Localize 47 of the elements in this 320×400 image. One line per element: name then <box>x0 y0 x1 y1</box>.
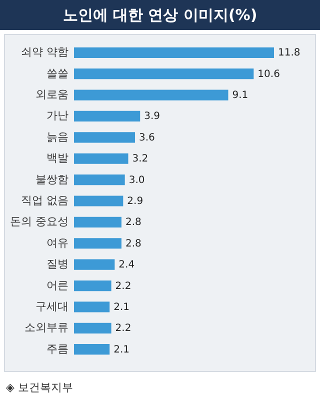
bar <box>74 90 228 100</box>
bar <box>74 174 125 186</box>
y-tick-label: 불쌍함 <box>36 172 68 186</box>
data-label: 3.6 <box>139 132 155 144</box>
bar <box>74 47 274 58</box>
bar <box>74 132 136 143</box>
y-tick-label: 쓸쓸 <box>46 66 68 80</box>
y-tick-label: 직업 없음 <box>21 194 68 207</box>
y-tick-label: 여유 <box>46 236 68 250</box>
data-label: 3.9 <box>144 111 160 122</box>
bar <box>74 196 124 206</box>
y-tick-label: 돈의 중요성 <box>10 215 68 228</box>
bar <box>74 259 115 270</box>
bar <box>74 302 110 312</box>
y-tick-label: 백발 <box>46 152 68 165</box>
y-tick-label: 쇠약 약함 <box>21 46 68 59</box>
data-label: 2.9 <box>127 196 144 207</box>
data-label: 2.8 <box>125 238 142 250</box>
data-label: 2.2 <box>115 323 132 334</box>
bar <box>74 344 110 355</box>
data-label: 3.0 <box>128 174 145 186</box>
bar <box>74 68 254 80</box>
y-tick-label: 주름 <box>46 342 68 356</box>
bar <box>74 153 128 164</box>
y-tick-label: 소외부류 <box>24 321 68 334</box>
data-label: 2.1 <box>114 302 130 313</box>
bar <box>74 322 112 334</box>
bar <box>74 110 140 122</box>
data-label: 2.1 <box>114 344 130 356</box>
bar <box>74 280 112 292</box>
data-label: 10.6 <box>258 68 280 80</box>
data-label: 2.8 <box>125 217 142 228</box>
text: ◈ 보건복지부 <box>5 380 74 396</box>
data-label: 2.4 <box>118 260 135 271</box>
y-tick-label: 구세대 <box>36 300 68 313</box>
y-tick-label: 외로움 <box>36 88 68 102</box>
data-label: 2.2 <box>115 280 132 292</box>
bar <box>74 238 122 249</box>
y-tick-label: 질병 <box>46 258 68 271</box>
data-label: 11.8 <box>278 48 300 59</box>
y-tick-label: 늙음 <box>46 130 68 144</box>
bar <box>74 216 122 228</box>
data-label: 3.2 <box>132 154 148 165</box>
y-tick-label: 가난 <box>46 109 68 122</box>
data-label: 9.1 <box>232 90 248 102</box>
chart-title: 노인에 대한 연상 이미지(%) <box>0 0 320 30</box>
y-tick-label: 어른 <box>46 278 68 292</box>
